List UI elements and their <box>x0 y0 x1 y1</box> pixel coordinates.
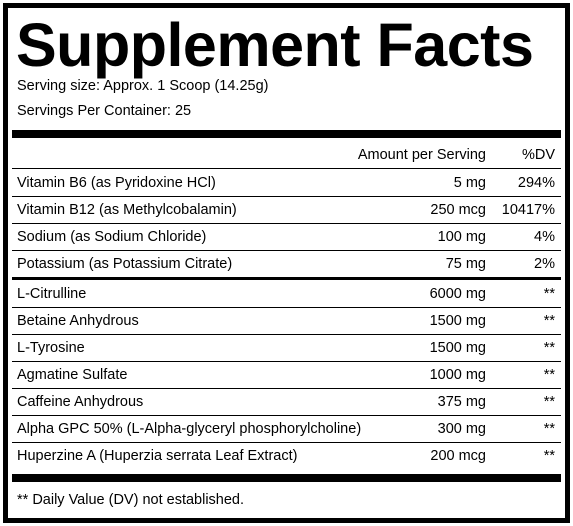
thick-rule <box>12 130 561 138</box>
nutrient-row: Betaine Anhydrous 1500 mg ** <box>12 308 561 335</box>
nutrient-dv: 10417% <box>501 202 555 218</box>
nutrient-row: L-Citrulline 6000 mg ** <box>12 281 561 308</box>
supplement-facts-panel: Supplement Facts Serving size: Approx. 1… <box>3 3 570 523</box>
nutrient-amount: 1500 mg <box>429 313 486 329</box>
nutrient-name: Sodium (as Sodium Chloride) <box>17 229 207 245</box>
nutrient-name: L-Citrulline <box>17 286 87 302</box>
nutrient-amount: 6000 mg <box>429 286 486 302</box>
nutrient-name: Vitamin B6 (as Pyridoxine HCl) <box>17 175 216 191</box>
nutrient-amount: 1500 mg <box>429 340 486 356</box>
nutrient-dv: ** <box>543 340 555 356</box>
nutrient-dv: ** <box>543 448 555 464</box>
column-header-row: Amount per Serving %DV <box>12 142 561 169</box>
footnote: ** Daily Value (DV) not established. <box>17 492 245 508</box>
nutrient-row: Huperzine A (Huperzia serrata Leaf Extra… <box>12 443 561 469</box>
nutrient-name: Caffeine Anhydrous <box>17 394 144 410</box>
nutrient-name: Potassium (as Potassium Citrate) <box>17 256 233 272</box>
nutrient-amount: 5 mg <box>453 175 486 191</box>
nutrient-dv: 4% <box>534 229 555 245</box>
nutrient-name: L-Tyrosine <box>17 340 85 356</box>
nutrient-amount: 200 mcg <box>430 448 486 464</box>
nutrient-row: Vitamin B12 (as Methylcobalamin) 250 mcg 1… <box>12 197 561 224</box>
nutrient-name: Agmatine Sulfate <box>17 367 128 383</box>
nutrient-dv: 2% <box>534 256 555 272</box>
title: Supplement Facts <box>16 11 534 79</box>
nutrient-amount: 375 mg <box>437 394 486 410</box>
amount-header: Amount per Serving <box>357 147 486 163</box>
nutrient-row: Sodium (as Sodium Chloride) 100 mg 4% <box>12 224 561 251</box>
servings-per-container: Servings Per Container: 25 <box>17 103 192 119</box>
nutrient-dv: ** <box>543 394 555 410</box>
nutrient-dv: ** <box>543 367 555 383</box>
nutrient-amount: 300 mg <box>437 421 486 437</box>
nutrient-dv: ** <box>543 313 555 329</box>
nutrient-dv: ** <box>543 421 555 437</box>
nutrient-row: Potassium (as Potassium Citrate) 75 mg 2% <box>12 251 561 277</box>
nutrient-row: Vitamin B6 (as Pyridoxine HCl) 5 mg 294% <box>12 170 561 197</box>
nutrient-row: Alpha GPC 50% (L-Alpha-glyceryl phosphor… <box>12 416 561 443</box>
nutrient-amount: 100 mg <box>437 229 486 245</box>
serving-size: Serving size: Approx. 1 Scoop (14.25g) <box>17 78 269 94</box>
nutrient-name: Huperzine A (Huperzia serrata Leaf Extra… <box>17 448 298 464</box>
nutrient-row: L-Tyrosine 1500 mg ** <box>12 335 561 362</box>
nutrient-amount: 75 mg <box>445 256 486 272</box>
nutrient-dv: ** <box>543 286 555 302</box>
nutrient-amount: 250 mcg <box>430 202 486 218</box>
nutrient-name: Betaine Anhydrous <box>17 313 139 329</box>
thick-rule <box>12 474 561 482</box>
nutrient-amount: 1000 mg <box>429 367 486 383</box>
nutrient-dv: 294% <box>517 175 555 191</box>
medium-rule <box>12 277 561 280</box>
nutrient-name: Alpha GPC 50% (L-Alpha-glyceryl phosphor… <box>17 421 362 437</box>
nutrient-name: Vitamin B12 (as Methylcobalamin) <box>17 202 237 218</box>
nutrient-row: Caffeine Anhydrous 375 mg ** <box>12 389 561 416</box>
dv-header: %DV <box>521 147 555 163</box>
nutrient-row: Agmatine Sulfate 1000 mg ** <box>12 362 561 389</box>
